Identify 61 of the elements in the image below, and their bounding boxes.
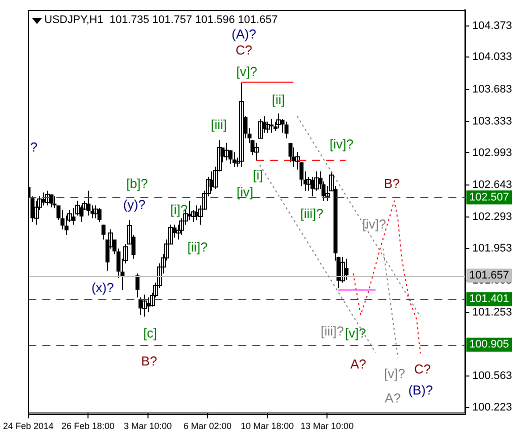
candlestick: [288, 142, 292, 163]
y-tick-label: 103.333: [472, 116, 512, 128]
annotation: A?: [350, 356, 366, 372]
ref-line-label: 101.401: [469, 293, 510, 306]
annotation: [v]?: [345, 326, 366, 341]
y-tick-label: 101.253: [472, 306, 512, 319]
annotation: B?: [384, 176, 400, 191]
annotation: [c]: [143, 326, 157, 341]
candlestick: [102, 224, 106, 240]
annotation: B?: [141, 354, 158, 369]
candlestick: [254, 142, 259, 161]
annotation: ?: [30, 139, 38, 154]
candlestick: [142, 294, 147, 318]
annotation: [ii]?: [187, 240, 208, 255]
annotation: [iii]?: [300, 206, 324, 221]
candlestick: [276, 112, 281, 129]
annotation: A?: [384, 390, 401, 406]
annotation: [i]: [252, 167, 263, 182]
annotation: [iii]: [210, 117, 227, 132]
annotation: [b]?: [126, 176, 148, 191]
y-tick-label: 104.373: [472, 20, 512, 32]
annotation: [iv]?: [330, 136, 354, 152]
candlestick: [224, 142, 229, 161]
x-tick-label: 26 Feb 18:00: [62, 421, 115, 432]
annotation: [i]?: [170, 202, 188, 218]
x-tick-label: 3 Mar 10:00: [124, 421, 172, 432]
annotation: [ii]: [272, 92, 285, 107]
candlestick: [45, 190, 50, 206]
annotation: [v]?: [236, 64, 258, 79]
y-tick-label: 100.563: [472, 370, 512, 382]
y-tick-label: 100.223: [472, 401, 512, 414]
y-tick-label: 102.293: [472, 211, 512, 224]
ref-line-label: 100.905: [469, 338, 510, 351]
annotation: (x)?: [91, 280, 114, 296]
ref-line-label: 102.507: [469, 191, 510, 204]
candlestick: [136, 272, 140, 298]
y-tick-label: 101.953: [472, 242, 512, 254]
annotation: (B)?: [408, 382, 433, 398]
x-tick-label: 13 Mar 10:00: [300, 421, 354, 432]
y-tick-label: 102.643: [472, 178, 512, 191]
candlestick: [239, 82, 244, 168]
chart-title: USDJPY,H1 101.735 101.757 101.596 101.657: [44, 14, 278, 26]
candlestick: [258, 118, 263, 139]
ref-line-label: 101.657: [469, 270, 510, 282]
annotation: C?: [414, 361, 431, 376]
candlestick: [284, 121, 288, 139]
candlestick: [93, 204, 98, 219]
x-tick-label: 10 Mar 18:00: [240, 421, 294, 432]
annotation: [iv]: [236, 184, 254, 200]
y-tick-label: 103.683: [472, 83, 512, 96]
y-tick-label: 104.033: [472, 51, 512, 64]
annotation: (A)?: [232, 26, 256, 42]
annotation: [v]?: [384, 366, 406, 382]
x-tick-label: 24 Feb 2014: [2, 421, 54, 432]
annotation: [iv]?: [362, 216, 386, 232]
annotation: C?: [236, 42, 252, 58]
y-tick-label: 102.993: [472, 146, 512, 159]
x-tick-label: 6 Mar 02:00: [184, 421, 232, 432]
candlestick: [34, 200, 39, 226]
annotation: [iii]?: [320, 324, 344, 339]
annotation: (y)?: [123, 197, 146, 212]
